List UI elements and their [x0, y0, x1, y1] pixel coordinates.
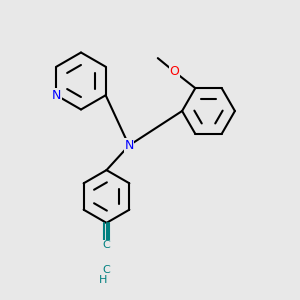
Text: C: C	[103, 240, 110, 250]
Text: O: O	[169, 65, 179, 78]
Text: N: N	[124, 139, 134, 152]
Text: N: N	[52, 89, 61, 102]
Text: H: H	[99, 275, 107, 285]
Text: C: C	[103, 265, 110, 275]
